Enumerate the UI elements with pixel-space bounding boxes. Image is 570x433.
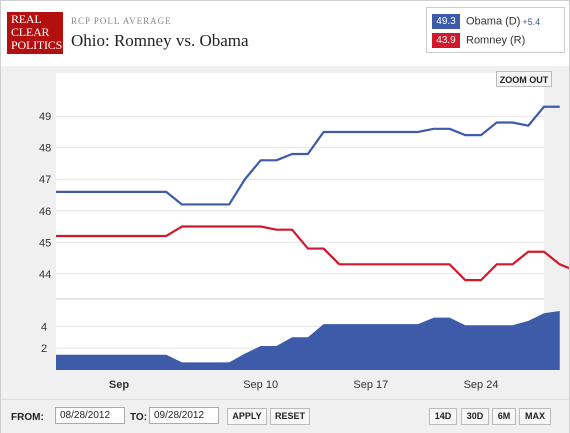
x-tick-label-sep-24: Sep 24 — [464, 379, 499, 391]
range-button-max[interactable]: MAX — [519, 408, 551, 425]
line-chart: 44 45 46 47 48 49 2 4 Sep Sep 10 Sep 17 Sep 24 — [39, 73, 569, 391]
chart-area[interactable]: 44 45 46 47 48 49 2 4 Sep Sep 10 Sep 17 Sep 24 — [1, 66, 569, 399]
from-date-input[interactable] — [55, 407, 125, 424]
logo-line-3: POLITICS — [11, 38, 63, 52]
chart-title: Ohio: Romney vs. Obama — [71, 31, 249, 50]
apply-button[interactable]: APPLY — [227, 408, 267, 425]
series-line-obama — [56, 105, 560, 206]
zoom-out-button[interactable]: ZOOM OUT — [496, 71, 552, 87]
series-line-romney — [56, 225, 569, 282]
legend-label-obama: Obama (D) — [466, 15, 521, 28]
to-date-input[interactable] — [149, 407, 219, 424]
y-tick-label-49: 49 — [39, 111, 51, 123]
spread-area — [56, 311, 560, 370]
y-tick-label-45: 45 — [39, 237, 51, 249]
spread-tick-label-2: 2 — [41, 343, 47, 355]
y-tick-label-47: 47 — [39, 174, 51, 186]
legend-item-obama: 49.3 Obama (D) +5.4 — [432, 14, 540, 30]
x-tick-label-sep-17: Sep 17 — [353, 379, 388, 391]
x-tick-label-sep: Sep — [109, 379, 129, 391]
logo-line-1: REAL — [11, 12, 42, 26]
range-button-30d[interactable]: 30D — [461, 408, 489, 425]
x-tick-label-sep-10: Sep 10 — [243, 379, 278, 391]
main-plot-background — [56, 73, 544, 299]
legend-value-romney: 43.9 — [432, 33, 460, 48]
y-tick-label-48: 48 — [39, 143, 51, 155]
legend-spread: +5.4 — [522, 16, 541, 27]
to-label: TO: — [130, 412, 148, 423]
rcp-logo: REAL CLEAR POLITICS — [7, 12, 63, 54]
reset-button[interactable]: RESET — [270, 408, 310, 425]
from-label: FROM: — [11, 412, 44, 423]
range-button-14d[interactable]: 14D — [429, 408, 457, 425]
logo-line-2: CLEAR — [11, 25, 50, 39]
legend-value-obama: 49.3 — [432, 14, 460, 29]
y-tick-label-44: 44 — [39, 269, 51, 281]
chart-subtitle: RCP POLL AVERAGE — [71, 16, 172, 26]
range-button-6m[interactable]: 6M — [492, 408, 516, 425]
header: REAL CLEAR POLITICS RCP POLL AVERAGE Ohi… — [1, 1, 569, 65]
legend: 49.3 Obama (D) +5.4 43.9 Romney (R) — [426, 7, 565, 53]
spread-tick-label-4: 4 — [41, 321, 47, 333]
date-range-toolbar: FROM: TO: APPLY RESET 14D 30D 6M MAX — [1, 399, 569, 433]
legend-label-romney: Romney (R) — [466, 34, 526, 47]
legend-item-romney: 43.9 Romney (R) — [432, 33, 525, 49]
y-tick-label-46: 46 — [39, 206, 51, 218]
